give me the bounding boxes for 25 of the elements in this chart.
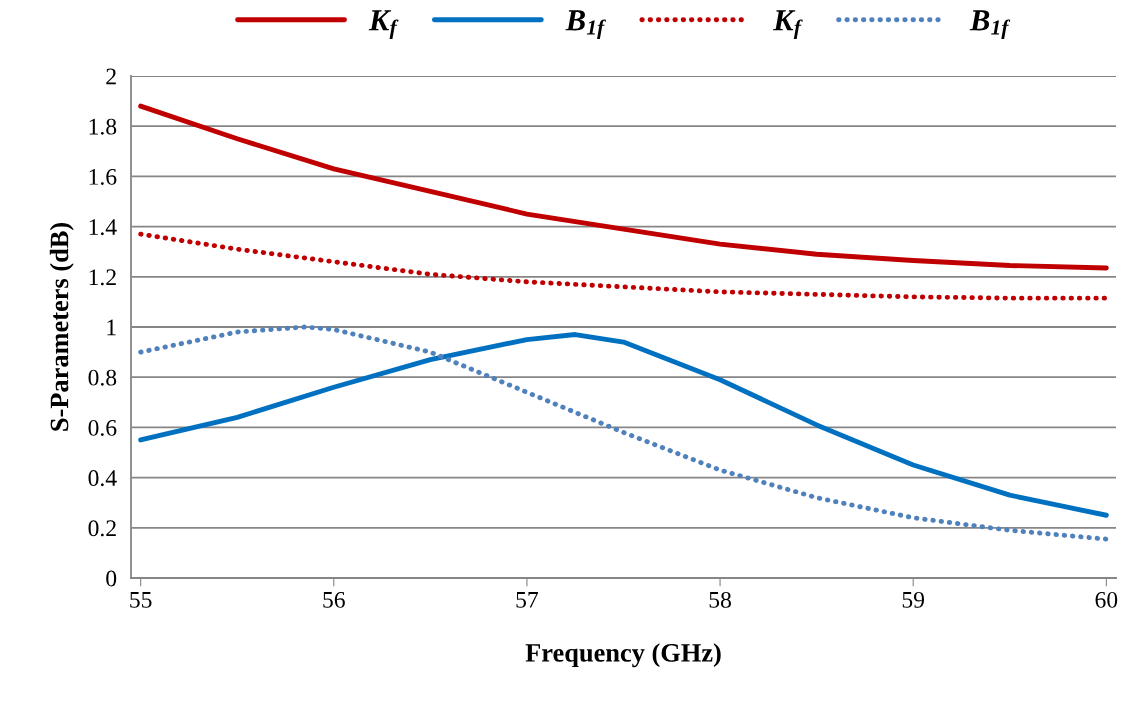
y-tick-label: 1.6: [89, 168, 117, 185]
y-tick-label: 1.2: [89, 269, 116, 286]
line-series: [138, 103, 1109, 271]
x-tick-label: 56: [323, 591, 345, 608]
y-tick-label: 1: [107, 319, 116, 336]
y-tick-label: 2: [106, 68, 116, 85]
y-tick-label: 0.6: [88, 419, 117, 436]
legend-label: K$_{f}$: [773, 10, 803, 40]
x-tick-label: 60: [1095, 591, 1118, 608]
legend-label: B$_{1f}$: [969, 10, 1011, 40]
y-axis-title: S-Parameters (dB): [49, 223, 74, 431]
x-tick-label: 57: [516, 592, 539, 608]
y-tick-label: 0.2: [88, 520, 116, 537]
x-axis-title: Frequency (GHz): [525, 643, 721, 668]
y-tick-label: 1.8: [89, 118, 117, 135]
legend-label: B$_{1f}$: [565, 10, 606, 40]
line-series: [138, 231, 1109, 301]
x-tick-label: 59: [902, 591, 925, 608]
y-tick-label: 0.4: [88, 470, 117, 487]
y-tick-label: 0: [106, 570, 117, 587]
legend-label: K$_{f}$: [368, 10, 399, 40]
y-tick-label: 1.4: [89, 219, 117, 236]
x-tick-label: 55: [130, 592, 152, 608]
x-tick-label: 58: [709, 591, 731, 608]
y-tick-label: 0.8: [88, 369, 117, 386]
